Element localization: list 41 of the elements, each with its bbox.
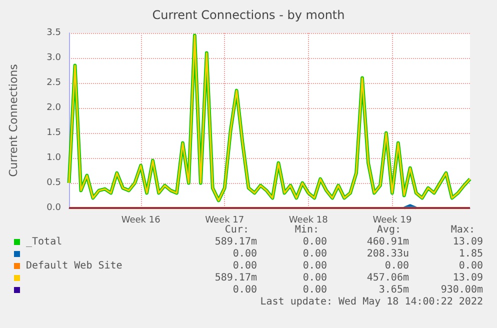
y-tick-label: 2.0: [46, 103, 62, 113]
y-tick-label: 1.0: [46, 153, 62, 163]
y-tick-label: 0.5: [46, 178, 61, 188]
y-tick-label: 3.5: [46, 28, 61, 38]
chart-title: Current Connections - by month: [152, 8, 345, 22]
text: 589.17m: [214, 272, 257, 284]
y-tick-label: 0.0: [46, 203, 62, 213]
text: Last update: Wed May 18 14:00:22 2022: [260, 296, 483, 308]
x-tick-label: Week 17: [205, 216, 244, 226]
x-tick-label: Week 19: [372, 216, 412, 226]
y-axis-title: Current Connections: [7, 64, 20, 177]
text: 0.00: [302, 272, 327, 284]
text: Cur:: [224, 224, 249, 236]
legend-label: Default Web Site: [26, 260, 122, 272]
y-tick-label: 2.5: [46, 78, 61, 88]
text: 13.09: [452, 236, 483, 248]
text: 0.00: [232, 284, 257, 296]
x-tick-label: Week 18: [288, 216, 328, 226]
text: 0.00: [302, 248, 327, 260]
text: 3.65m: [378, 284, 409, 296]
text: 0.00: [302, 284, 327, 296]
text: 0.00: [232, 260, 257, 272]
text: 1.85: [458, 248, 483, 260]
text: Max:: [450, 224, 475, 236]
text: 0.00: [302, 236, 327, 248]
text: 0.00: [458, 260, 483, 272]
text: 457.06m: [366, 272, 409, 284]
text: 208.33u: [366, 248, 409, 260]
y-tick-label: 1.5: [46, 128, 61, 138]
text: Min:: [294, 224, 319, 236]
text: 589.17m: [214, 236, 257, 248]
x-tick-label: Week 16: [121, 216, 161, 226]
text: 930.00m: [440, 284, 483, 296]
text: 0.00: [302, 260, 327, 272]
y-tick-label: 3.0: [46, 53, 62, 63]
text: 0.00: [384, 260, 409, 272]
text: 13.09: [452, 272, 483, 284]
text: Avg:: [376, 224, 401, 236]
text: 0.00: [232, 248, 257, 260]
legend-label: _Total: [26, 236, 62, 248]
text: 460.91m: [366, 236, 409, 248]
